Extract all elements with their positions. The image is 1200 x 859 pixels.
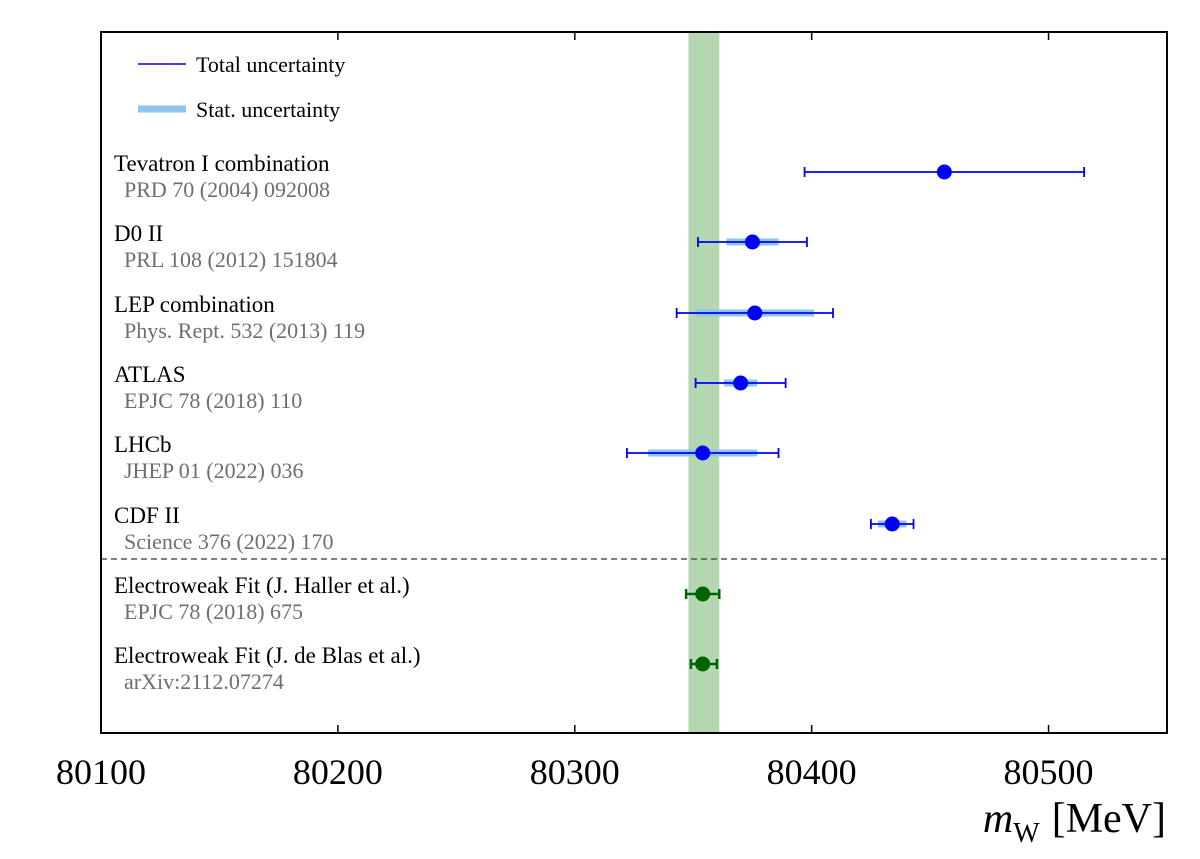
measurement-reference: Science 376 (2022) 170 <box>124 529 334 554</box>
x-axis-label-unit: [MeV] <box>1052 796 1166 842</box>
measurement-reference: PRL 108 (2012) 151804 <box>124 247 338 272</box>
measurement-reference: Phys. Rept. 532 (2013) 119 <box>124 318 365 343</box>
measurement-reference: PRD 70 (2004) 092008 <box>124 177 330 202</box>
measurement-name: D0 II <box>114 221 163 246</box>
x-tick-label: 80400 <box>767 752 857 792</box>
measurement-name: LHCb <box>114 432 172 457</box>
x-tick-label: 80200 <box>293 752 383 792</box>
x-tick-label: 80300 <box>530 752 620 792</box>
central-value-point <box>884 516 900 532</box>
measurement-name: LEP combination <box>114 292 275 317</box>
legend-label: Total uncertainty <box>196 52 345 77</box>
central-value-point <box>936 164 952 180</box>
x-axis-label-subscript: W <box>1013 818 1040 849</box>
x-axis-label: mW [MeV] <box>983 796 1166 849</box>
central-value-point <box>744 234 760 250</box>
measurement-reference: EPJC 78 (2018) 675 <box>124 599 303 624</box>
measurement-reference: EPJC 78 (2018) 110 <box>124 388 302 413</box>
central-value-point <box>695 656 711 672</box>
legend-label: Stat. uncertainty <box>196 97 340 122</box>
central-value-point <box>733 375 749 391</box>
central-value-point <box>695 586 711 602</box>
measurement-name: Tevatron I combination <box>114 151 330 176</box>
measurement-marks-layer <box>625 164 1085 672</box>
measurement-name: ATLAS <box>114 362 186 387</box>
measurement-reference: arXiv:2112.07274 <box>124 669 284 694</box>
central-value-point <box>695 445 711 461</box>
plot-frame <box>100 31 1168 734</box>
measurement-reference: JHEP 01 (2022) 036 <box>124 458 303 483</box>
measurement-name: Electroweak Fit (J. Haller et al.) <box>114 573 410 598</box>
x-tick-label: 80500 <box>1004 752 1094 792</box>
x-axis: 80100 80200 80300 80400 80500 <box>56 32 1094 792</box>
central-value-point <box>747 305 763 321</box>
legend: Total uncertainty Stat. uncertainty <box>138 52 345 122</box>
x-axis-label-symbol: m <box>983 796 1013 842</box>
measurement-name: Electroweak Fit (J. de Blas et al.) <box>114 643 421 668</box>
x-tick-label: 80100 <box>56 752 146 792</box>
measurement-name: CDF II <box>114 503 180 528</box>
